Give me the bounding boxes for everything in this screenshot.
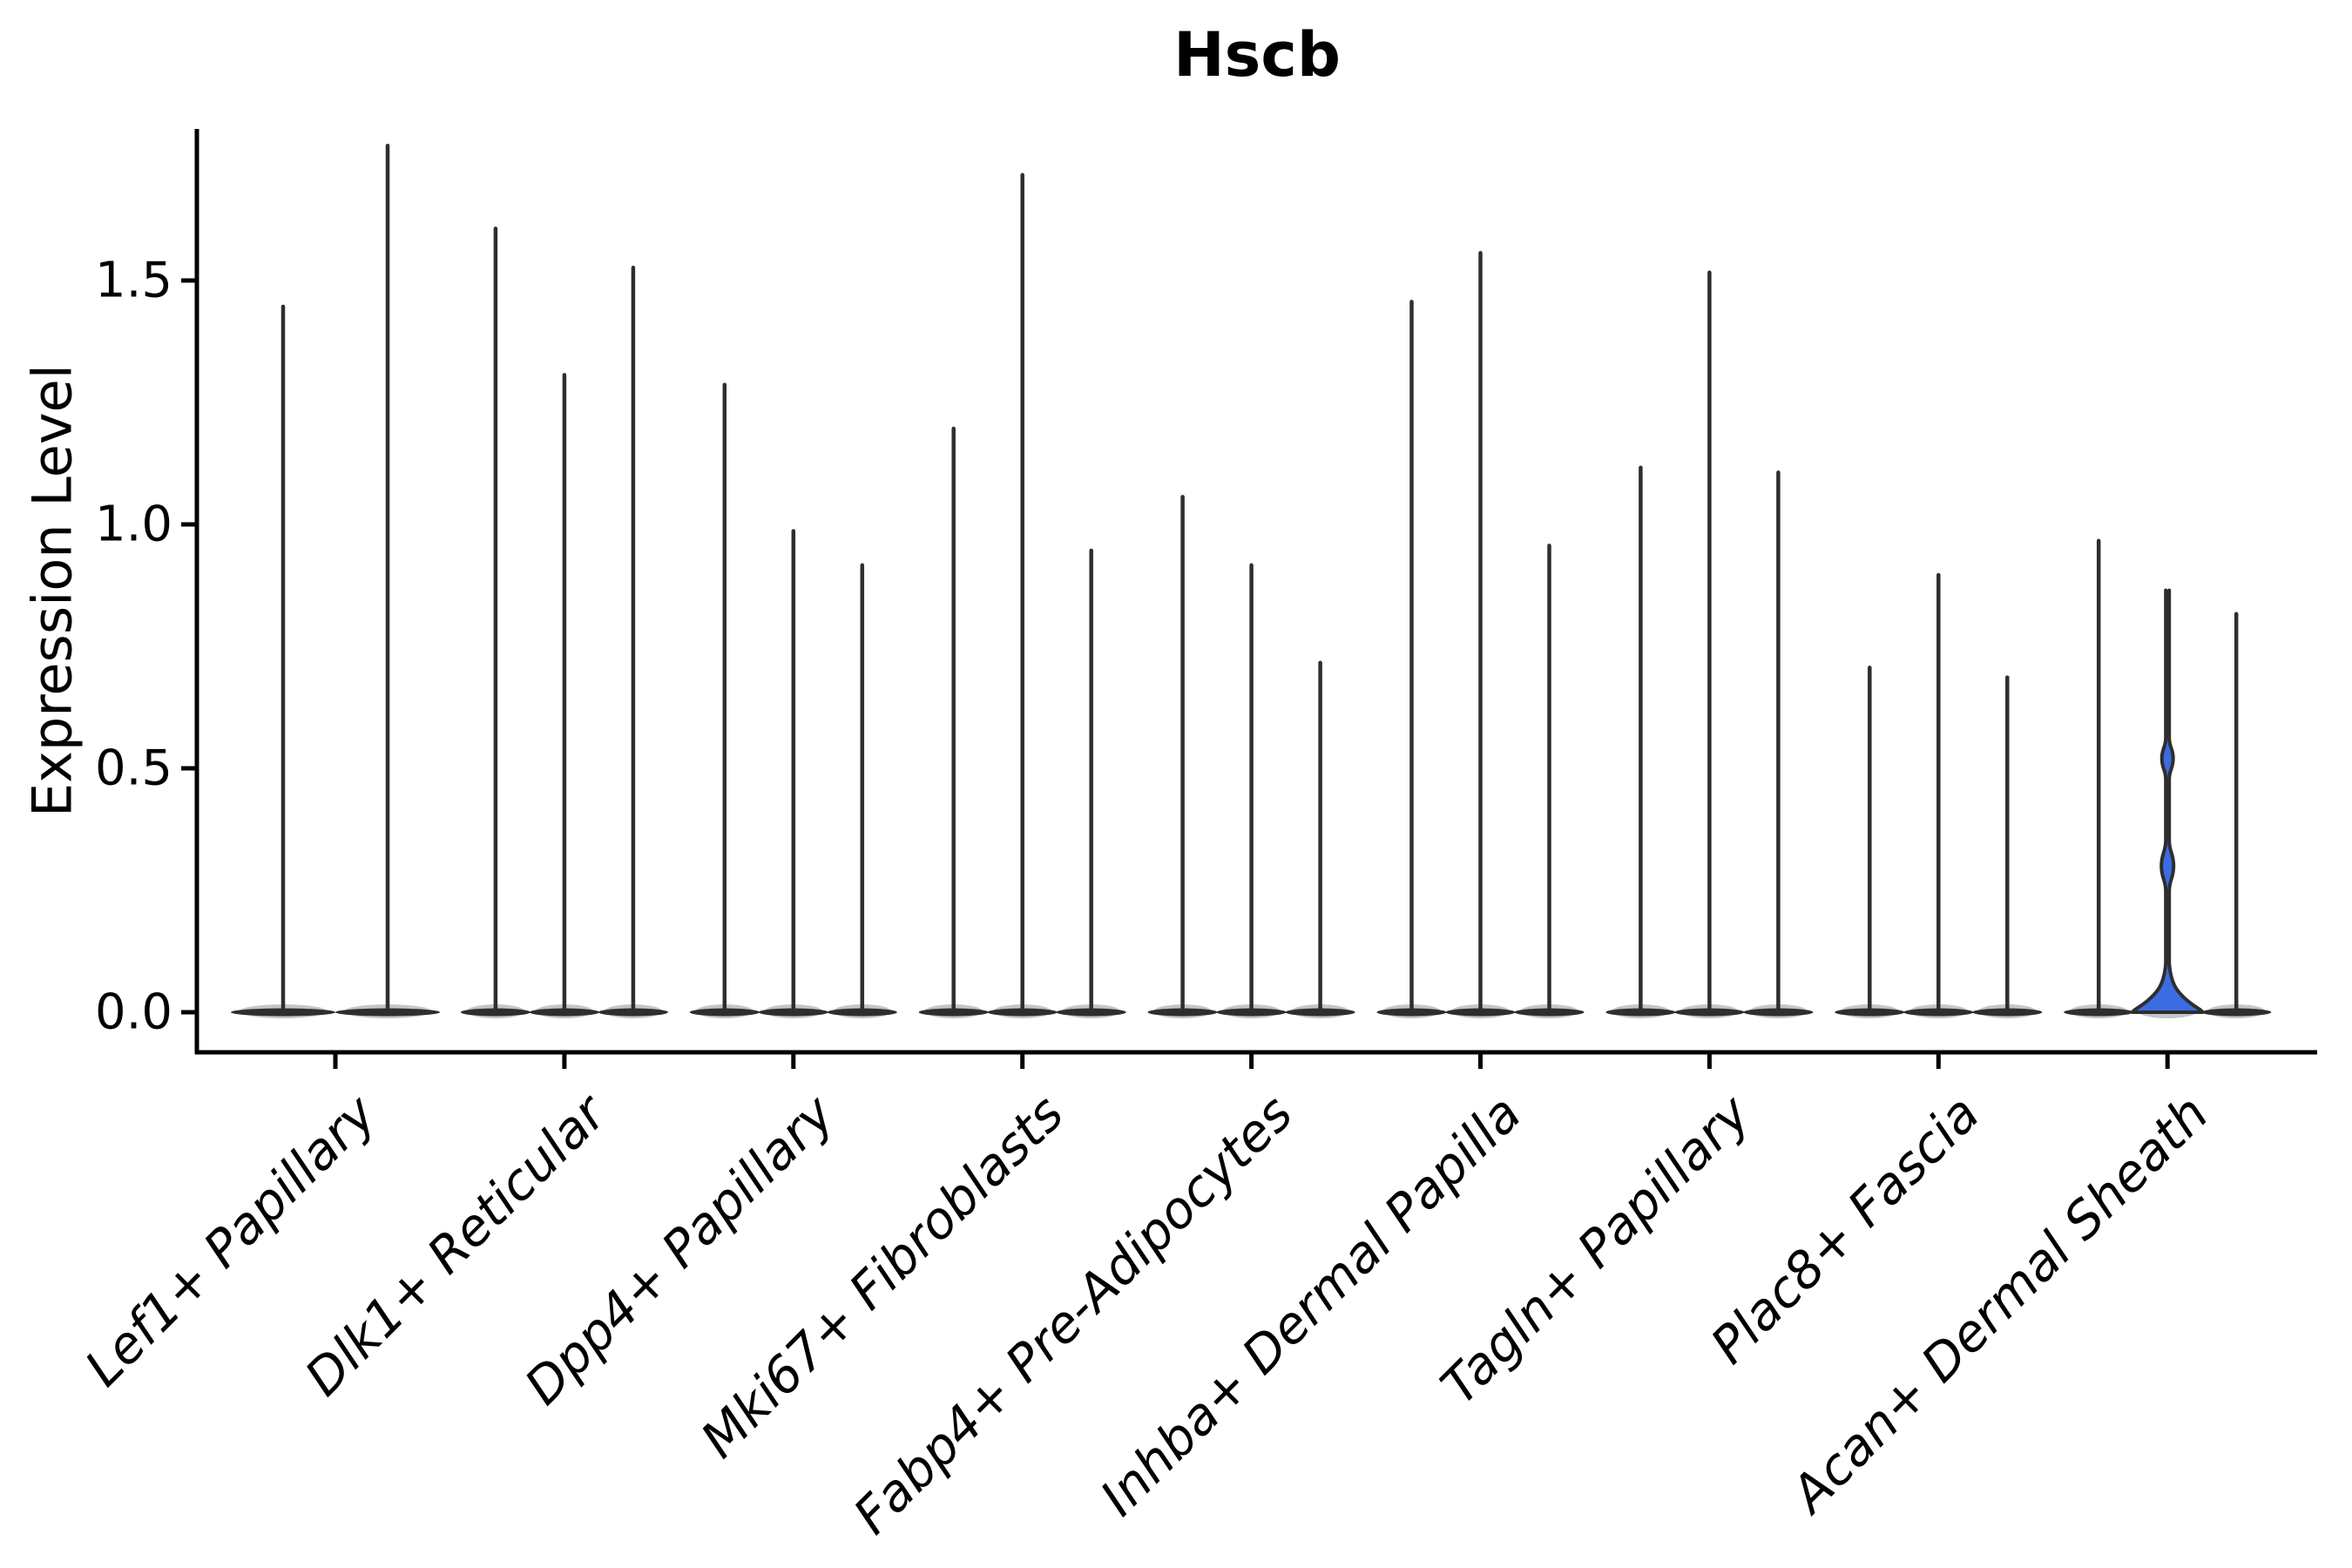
y-tick-label: 1.5	[94, 252, 172, 309]
chart-title: Hscb	[1173, 19, 1341, 91]
y-tick-label: 0.0	[94, 983, 172, 1041]
y-axis-label: Expression Level	[20, 364, 84, 817]
y-tick-label: 0.5	[94, 740, 172, 797]
violin-highlighted	[2131, 588, 2205, 1014]
y-tick-label: 1.0	[94, 496, 172, 553]
